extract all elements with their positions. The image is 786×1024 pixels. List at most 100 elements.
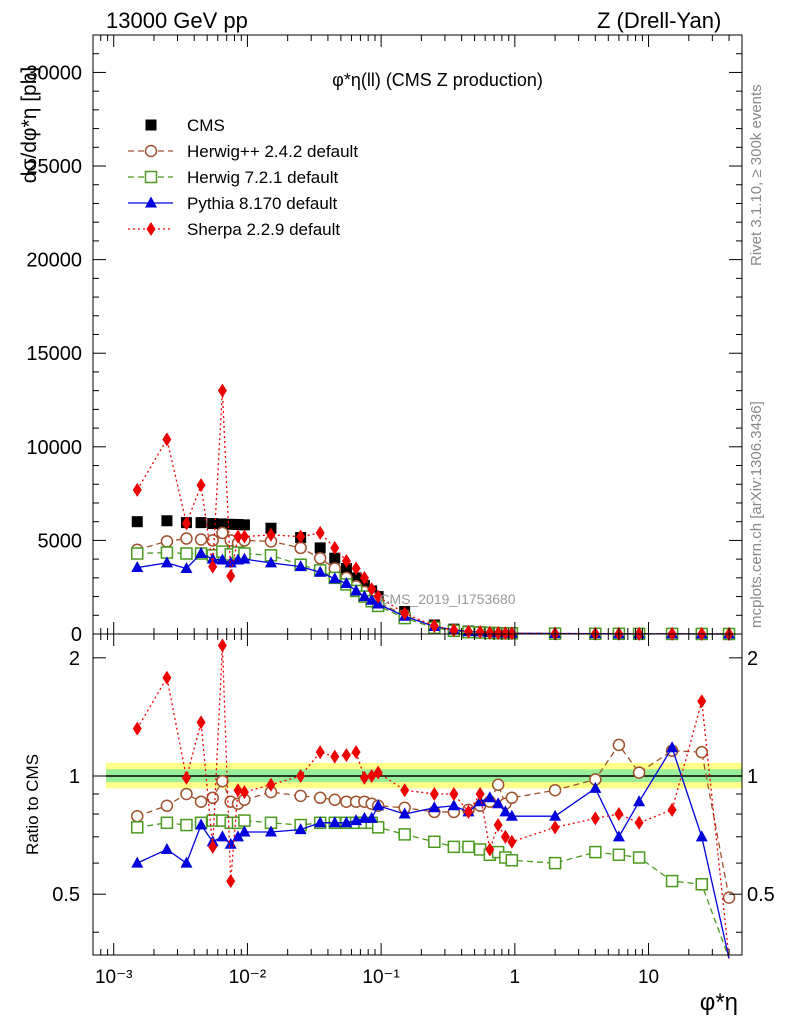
data-point	[341, 553, 351, 568]
ratio-point	[463, 804, 473, 819]
ratio-point	[447, 840, 461, 854]
ratio-point	[328, 816, 341, 828]
ratio-point	[239, 785, 249, 800]
ratio-point	[315, 745, 325, 760]
data-point	[180, 561, 193, 573]
data-point	[194, 533, 208, 546]
data-point	[365, 593, 378, 605]
data-point	[132, 482, 142, 497]
ratio-point	[341, 748, 351, 763]
data-point	[507, 626, 517, 641]
legend-marker	[144, 144, 158, 158]
ratio-point	[196, 715, 206, 730]
legend-label: Pythia 8.170 default	[187, 194, 338, 213]
ratio-point	[351, 745, 361, 760]
data-point	[266, 527, 276, 542]
data-point	[400, 606, 410, 621]
ratio-point	[160, 816, 174, 830]
y-tick-label: 5000	[38, 530, 83, 552]
data-point	[233, 529, 243, 544]
y-axis-label: dσ/dφ*η [pb]	[18, 67, 41, 183]
ratio-point	[505, 791, 519, 805]
y-tick-label: 20000	[26, 250, 82, 272]
ratio-point	[181, 770, 191, 785]
y-tick-label: 25000	[26, 156, 82, 178]
data-point	[367, 582, 377, 597]
data-point	[206, 534, 219, 547]
ratio-point	[313, 791, 327, 805]
ratio-y-tick-label: 2	[69, 648, 80, 670]
data-point	[160, 556, 173, 568]
ratio-point	[162, 670, 172, 685]
ratio-point	[590, 811, 600, 826]
ratio-point	[328, 793, 342, 807]
data-point	[131, 516, 143, 528]
ratio-point	[485, 842, 495, 857]
data-point	[238, 519, 250, 531]
data-point	[264, 556, 277, 568]
data-point	[225, 518, 237, 530]
x-tick-label: 10	[638, 967, 659, 988]
ratio-y-tick-label: 1	[69, 766, 80, 788]
ratio-point	[238, 825, 251, 837]
ratio-point	[131, 856, 144, 868]
data-point	[216, 518, 228, 530]
ratio-point	[131, 821, 144, 834]
ratio-point	[371, 821, 385, 834]
ratio-point	[697, 694, 707, 709]
data-point	[294, 560, 307, 572]
ratio-point	[549, 809, 562, 821]
data-point	[296, 529, 306, 544]
data-point	[181, 516, 191, 531]
ratio-point	[499, 805, 512, 817]
ratio-point	[294, 823, 307, 835]
data-point	[195, 517, 207, 529]
y-tick-label: 15000	[26, 343, 82, 365]
ratio-point	[398, 828, 411, 841]
legend-marker	[145, 196, 157, 208]
data-point	[226, 568, 236, 583]
ratio-point	[612, 738, 626, 752]
series-sherpa-2-2-9-default	[132, 383, 734, 641]
ratio-point	[160, 799, 174, 812]
legend-label: Sherpa 2.2.9 default	[187, 220, 340, 239]
rivet-label: Rivet 3.1.10, ≥ 300k events	[748, 84, 765, 266]
ratio-point	[429, 786, 439, 801]
ratio-point	[330, 749, 340, 764]
ratio-point	[131, 809, 144, 823]
ratio-point	[180, 856, 193, 868]
ratio-point	[493, 818, 503, 833]
x-axis-label: φ*η	[700, 989, 738, 1016]
ratio-series-pythia-8-170-default	[131, 741, 730, 959]
ratio-point	[238, 814, 251, 827]
x-tick-label: 10⁻¹	[362, 967, 400, 988]
legend: CMS Herwig++ 2.4.2 default Herwig 7.2.1 de…	[128, 116, 358, 239]
ratio-point	[505, 809, 518, 821]
watermark: CMS_2019_I1753680	[379, 591, 515, 607]
data-point	[429, 618, 439, 633]
legend-label: CMS	[187, 116, 225, 135]
data-point	[180, 547, 193, 560]
data-point	[314, 565, 327, 577]
data-point	[330, 540, 340, 555]
data-point	[131, 561, 144, 573]
ratio-plot-frame	[92, 633, 743, 956]
ratio-y-axis-label: Ratio to CMS	[23, 754, 42, 855]
data-point	[180, 532, 193, 545]
header-right: Z (Drell-Yan)	[597, 8, 722, 33]
data-point	[131, 547, 144, 560]
ratio-point	[206, 791, 219, 805]
ratio-point	[505, 854, 519, 867]
legend-label: Herwig 7.2.1 default	[187, 168, 338, 187]
data-point	[208, 559, 218, 574]
ratio-point	[372, 799, 385, 811]
data-point	[475, 624, 485, 639]
ratio-point	[373, 765, 383, 780]
x-tick-label: 1	[510, 967, 521, 988]
data-point	[238, 552, 251, 564]
data-point	[160, 535, 174, 548]
ratio-point	[231, 830, 244, 842]
data-point	[216, 553, 229, 565]
ratio-point	[400, 783, 410, 798]
